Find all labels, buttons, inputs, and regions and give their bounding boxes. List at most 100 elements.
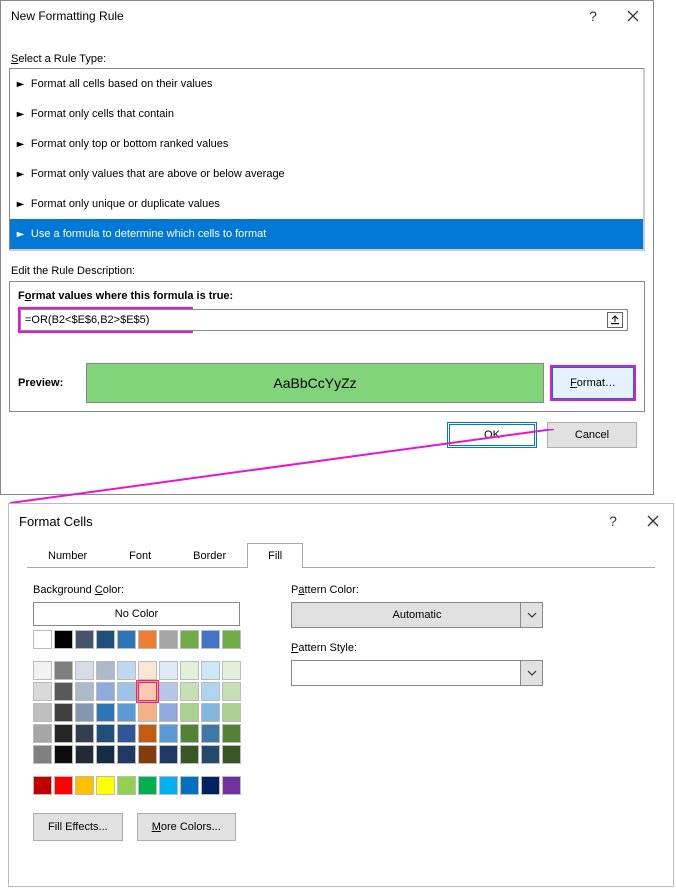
color-swatch[interactable] <box>138 745 157 764</box>
color-swatch[interactable] <box>54 630 73 649</box>
no-color-button[interactable]: No Color <box>33 602 240 626</box>
color-swatch[interactable] <box>54 745 73 764</box>
color-swatch[interactable] <box>159 703 178 722</box>
color-swatch[interactable] <box>222 630 241 649</box>
color-swatch[interactable] <box>138 776 157 795</box>
color-swatch[interactable] <box>117 703 136 722</box>
format-button[interactable]: Format… <box>552 367 634 399</box>
color-swatch[interactable] <box>117 745 136 764</box>
color-swatch[interactable] <box>180 745 199 764</box>
color-swatch[interactable] <box>201 661 220 680</box>
color-swatch[interactable] <box>222 724 241 743</box>
rule-type-list[interactable]: ►Format all cells based on their values►… <box>9 68 645 251</box>
color-swatch[interactable] <box>117 776 136 795</box>
close-button[interactable] <box>633 507 673 535</box>
color-swatch[interactable] <box>33 724 52 743</box>
color-swatch[interactable] <box>75 776 94 795</box>
color-swatch[interactable] <box>117 682 136 701</box>
rule-type-label: Use a formula to determine which cells t… <box>31 228 266 240</box>
color-swatch[interactable] <box>33 682 52 701</box>
color-swatch[interactable] <box>180 724 199 743</box>
tab-number[interactable]: Number <box>27 543 108 568</box>
formula-input[interactable]: =OR(B2<$E$6,B2>$E$5) <box>20 309 628 331</box>
color-swatch[interactable] <box>117 661 136 680</box>
rule-type-item[interactable]: ►Format only top or bottom ranked values <box>10 129 643 159</box>
color-swatch[interactable] <box>159 630 178 649</box>
color-swatch[interactable] <box>201 724 220 743</box>
color-swatch[interactable] <box>96 724 115 743</box>
color-swatch[interactable] <box>54 724 73 743</box>
color-swatch[interactable] <box>54 661 73 680</box>
color-swatch[interactable] <box>33 703 52 722</box>
tab-strip: NumberFontBorderFill <box>27 542 655 568</box>
color-swatch[interactable] <box>201 776 220 795</box>
arrow-icon: ► <box>14 169 26 179</box>
pattern-color-select[interactable]: Automatic <box>291 602 543 628</box>
color-swatch[interactable] <box>138 661 157 680</box>
pattern-style-label: Pattern Style: <box>291 642 543 654</box>
color-swatch[interactable] <box>222 745 241 764</box>
color-swatch[interactable] <box>33 745 52 764</box>
help-button[interactable]: ? <box>573 2 613 30</box>
rule-type-item[interactable]: ►Format only values that are above or be… <box>10 159 643 189</box>
color-swatch[interactable] <box>75 682 94 701</box>
color-swatch[interactable] <box>180 630 199 649</box>
color-swatch[interactable] <box>180 682 199 701</box>
rule-type-item[interactable]: ►Use a formula to determine which cells … <box>10 219 643 249</box>
select-rule-type-label: Select a Rule Type: <box>11 53 106 65</box>
tab-font[interactable]: Font <box>108 543 172 568</box>
pattern-style-select[interactable] <box>291 660 543 686</box>
color-swatch[interactable] <box>117 724 136 743</box>
color-swatch[interactable] <box>54 682 73 701</box>
rule-type-item[interactable]: ►Format only unique or duplicate values <box>10 189 643 219</box>
rule-type-item[interactable]: ►Format only cells that contain <box>10 99 643 129</box>
color-swatch[interactable] <box>180 776 199 795</box>
color-swatch[interactable] <box>96 682 115 701</box>
color-swatch[interactable] <box>159 745 178 764</box>
color-swatch[interactable] <box>33 776 52 795</box>
color-swatch[interactable] <box>75 703 94 722</box>
close-button[interactable] <box>613 2 653 30</box>
theme-color-row <box>33 630 241 649</box>
color-swatch[interactable] <box>138 682 157 701</box>
color-swatch[interactable] <box>159 776 178 795</box>
fill-effects-button[interactable]: Fill Effects... <box>33 813 123 841</box>
color-swatch[interactable] <box>75 745 94 764</box>
color-swatch[interactable] <box>159 724 178 743</box>
arrow-icon: ► <box>14 79 26 89</box>
color-swatch[interactable] <box>201 682 220 701</box>
color-swatch[interactable] <box>96 745 115 764</box>
color-swatch[interactable] <box>54 703 73 722</box>
tab-fill[interactable]: Fill <box>247 543 303 568</box>
color-swatch[interactable] <box>138 724 157 743</box>
color-swatch[interactable] <box>180 661 199 680</box>
color-swatch[interactable] <box>159 661 178 680</box>
color-swatch[interactable] <box>75 724 94 743</box>
collapse-dialog-icon[interactable] <box>607 312 623 328</box>
color-swatch[interactable] <box>201 630 220 649</box>
color-swatch[interactable] <box>33 630 52 649</box>
color-swatch[interactable] <box>222 682 241 701</box>
color-swatch[interactable] <box>138 703 157 722</box>
color-swatch[interactable] <box>33 661 52 680</box>
color-swatch[interactable] <box>96 703 115 722</box>
help-button[interactable]: ? <box>593 507 633 535</box>
color-swatch[interactable] <box>201 703 220 722</box>
color-swatch[interactable] <box>75 661 94 680</box>
color-swatch[interactable] <box>222 661 241 680</box>
color-swatch[interactable] <box>159 682 178 701</box>
color-swatch[interactable] <box>96 630 115 649</box>
color-swatch[interactable] <box>222 703 241 722</box>
color-swatch[interactable] <box>180 703 199 722</box>
color-swatch[interactable] <box>117 630 136 649</box>
tab-border[interactable]: Border <box>172 543 247 568</box>
more-colors-button[interactable]: More Colors... <box>137 813 236 841</box>
rule-type-item[interactable]: ►Format all cells based on their values <box>10 69 643 99</box>
color-swatch[interactable] <box>75 630 94 649</box>
color-swatch[interactable] <box>54 776 73 795</box>
color-swatch[interactable] <box>222 776 241 795</box>
color-swatch[interactable] <box>138 630 157 649</box>
color-swatch[interactable] <box>201 745 220 764</box>
color-swatch[interactable] <box>96 661 115 680</box>
color-swatch[interactable] <box>96 776 115 795</box>
